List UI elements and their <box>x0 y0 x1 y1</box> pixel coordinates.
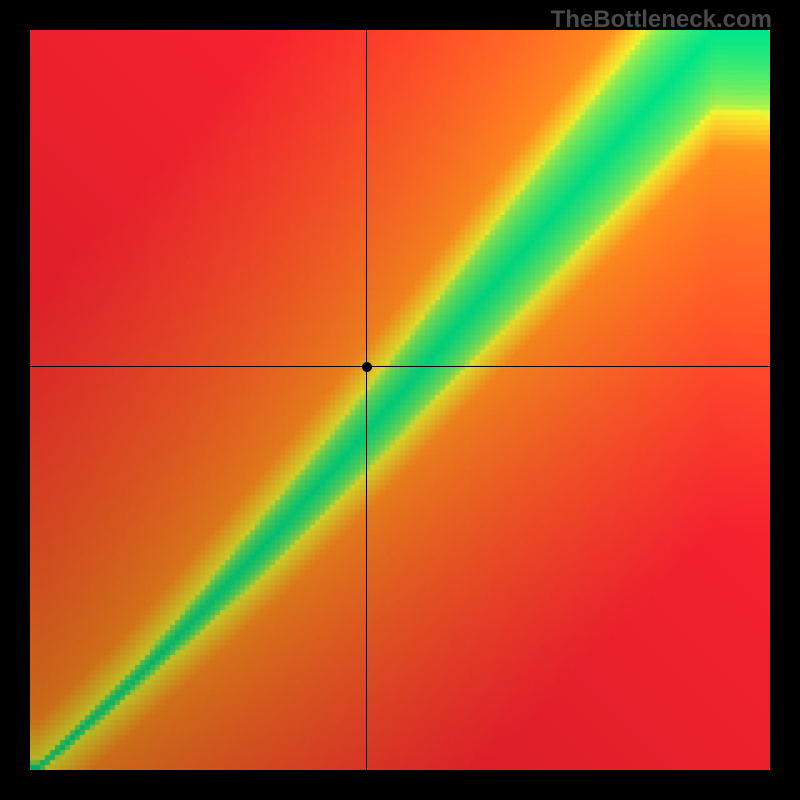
crosshair-vertical <box>366 30 367 770</box>
chart-container: TheBottleneck.com <box>0 0 800 800</box>
watermark-text: TheBottleneck.com <box>551 6 772 34</box>
bottleneck-heatmap <box>30 30 770 770</box>
crosshair-horizontal <box>30 366 770 367</box>
crosshair-marker <box>362 362 372 372</box>
